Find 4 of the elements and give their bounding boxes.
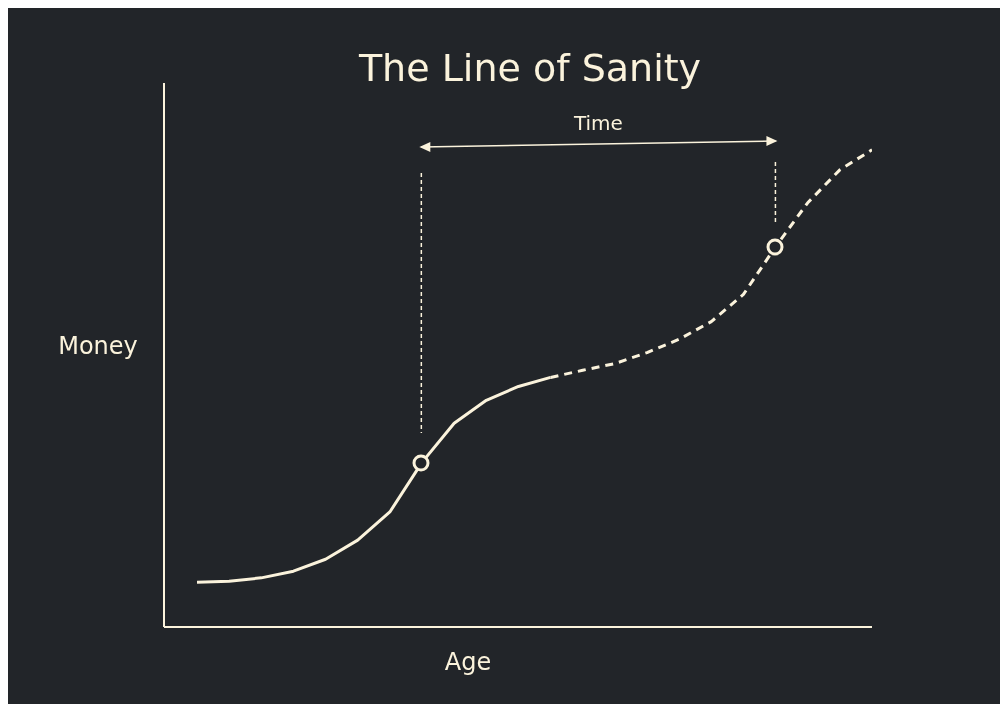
text: Time	[572, 111, 624, 135]
x-axis-title: Age	[443, 648, 493, 676]
y-axis-title: Money	[57, 332, 139, 360]
chart-title: The Line of Sanity	[357, 46, 703, 90]
